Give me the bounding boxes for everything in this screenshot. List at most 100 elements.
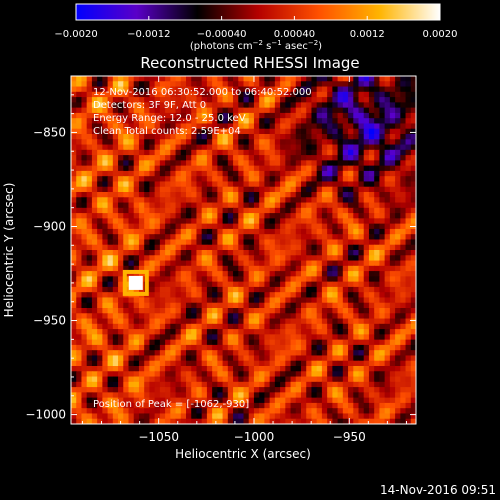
heatmap-cell	[295, 160, 302, 167]
heatmap-cell	[175, 402, 182, 409]
heatmap-cell	[363, 276, 370, 283]
heatmap-cell	[321, 234, 328, 241]
peak-marker	[128, 275, 143, 290]
heatmap-cell	[191, 250, 198, 256]
heatmap-cell	[71, 170, 77, 177]
heatmap-cell	[363, 297, 370, 304]
heatmap-cell	[175, 397, 182, 404]
heatmap-cell	[191, 228, 198, 235]
heatmap-cell	[217, 418, 224, 424]
heatmap-cell	[227, 149, 234, 156]
heatmap-cell	[264, 255, 271, 262]
heatmap-cell	[384, 408, 391, 415]
heatmap-cell	[290, 392, 297, 399]
heatmap-cell	[186, 112, 192, 119]
heatmap-cell	[363, 250, 370, 256]
heatmap-cell	[389, 207, 396, 214]
heatmap-cell	[128, 234, 135, 241]
heatmap-cell	[337, 302, 344, 309]
heatmap-cell	[91, 202, 98, 209]
heatmap-cell	[363, 381, 370, 388]
heatmap-cell	[290, 329, 297, 335]
heatmap-cell	[138, 302, 145, 309]
heatmap-cell	[76, 413, 83, 420]
heatmap-cell	[327, 260, 333, 267]
heatmap-cell	[175, 91, 182, 98]
heatmap-cell	[81, 381, 88, 388]
heatmap-cell	[384, 86, 391, 93]
heatmap-cell	[81, 286, 88, 293]
heatmap-cell	[175, 239, 182, 246]
heatmap-cell	[353, 91, 360, 98]
heatmap-cell	[222, 239, 229, 246]
heatmap-cell	[238, 128, 245, 135]
heatmap-cell	[342, 228, 349, 235]
heatmap-cell	[253, 318, 260, 325]
heatmap-cell	[342, 244, 349, 251]
heatmap-cell	[144, 234, 151, 241]
heatmap-cell	[212, 234, 218, 241]
heatmap-cell	[368, 239, 375, 246]
heatmap-cell	[280, 260, 286, 267]
heatmap-cell	[107, 86, 114, 93]
heatmap-cell	[290, 418, 297, 424]
heatmap-cell	[368, 360, 375, 367]
heatmap-cell	[311, 308, 318, 314]
heatmap-cell	[227, 413, 234, 420]
heatmap-cell	[295, 81, 302, 88]
heatmap-cell	[233, 250, 239, 256]
heatmap-cell	[280, 76, 286, 82]
heatmap-cell	[280, 160, 286, 167]
heatmap-cell	[348, 244, 354, 251]
heatmap-cell	[227, 234, 234, 241]
heatmap-cell	[97, 371, 103, 378]
heatmap-cell	[316, 86, 323, 93]
heatmap-cell	[144, 123, 151, 130]
heatmap-cell	[253, 297, 260, 304]
heatmap-cell	[410, 170, 416, 177]
heatmap-cell	[91, 408, 98, 415]
heatmap-cell	[227, 239, 234, 246]
heatmap-cell	[227, 102, 234, 109]
heatmap-cell	[186, 128, 192, 135]
heatmap-cell	[290, 323, 297, 330]
heatmap-cell	[248, 102, 255, 109]
heatmap-cell	[410, 339, 416, 346]
heatmap-cell	[285, 371, 292, 378]
heatmap-cell	[301, 102, 307, 109]
heatmap-cell	[321, 128, 328, 135]
heatmap-cell	[301, 366, 307, 372]
heatmap-cell	[405, 218, 412, 225]
heatmap-cell	[201, 244, 208, 251]
heatmap-cell	[295, 302, 302, 309]
heatmap-cell	[389, 86, 396, 93]
heatmap-cell	[191, 339, 198, 346]
heatmap-cell	[290, 192, 297, 198]
heatmap-cell	[112, 397, 119, 404]
heatmap-cell	[138, 102, 145, 109]
heatmap-cell	[180, 228, 187, 235]
heatmap-cell	[227, 381, 234, 388]
heatmap-cell	[285, 97, 292, 103]
heatmap-cell	[201, 170, 208, 177]
heatmap-cell	[301, 128, 307, 135]
heatmap-cell	[107, 155, 114, 161]
heatmap-cell	[212, 123, 218, 130]
heatmap-cell	[206, 160, 213, 167]
heatmap-cell	[342, 286, 349, 293]
heatmap-cell	[280, 202, 286, 209]
heatmap-cell	[410, 402, 416, 409]
heatmap-cell	[212, 155, 218, 161]
heatmap-cell	[384, 112, 391, 119]
heatmap-cell	[180, 302, 187, 309]
heatmap-cell	[316, 355, 323, 362]
heatmap-cell	[327, 144, 333, 151]
heatmap-cell	[353, 360, 360, 367]
heatmap-cell	[227, 308, 234, 314]
heatmap-cell	[389, 397, 396, 404]
heatmap-cell	[196, 366, 203, 372]
heatmap-cell	[91, 413, 98, 420]
heatmap-cell	[123, 355, 130, 362]
heatmap-cell	[290, 255, 297, 262]
heatmap-cell	[405, 350, 412, 357]
